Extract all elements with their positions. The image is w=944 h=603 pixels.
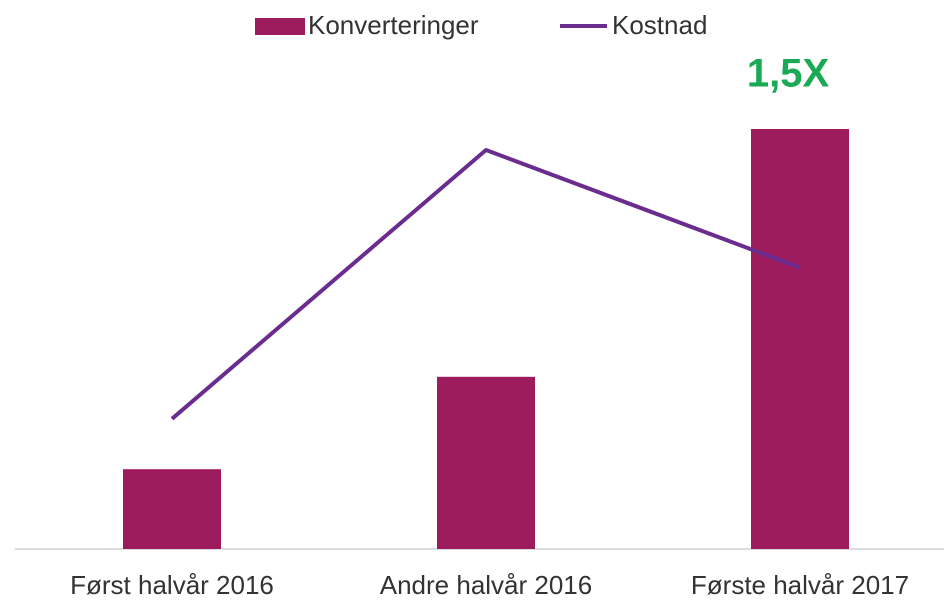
legend-swatch (255, 18, 305, 35)
x-tick-label: Først halvår 2016 (70, 570, 274, 600)
x-tick-label: Første halvår 2017 (691, 570, 909, 600)
line (170, 148, 801, 421)
annotation: 1,5X (747, 52, 830, 96)
bar (751, 129, 849, 549)
bar (437, 376, 535, 549)
legend-label: Konverteringer (308, 10, 479, 40)
legend-label: Kostnad (612, 10, 707, 40)
x-tick-label: Andre halvår 2016 (380, 570, 592, 600)
bar (123, 469, 221, 549)
